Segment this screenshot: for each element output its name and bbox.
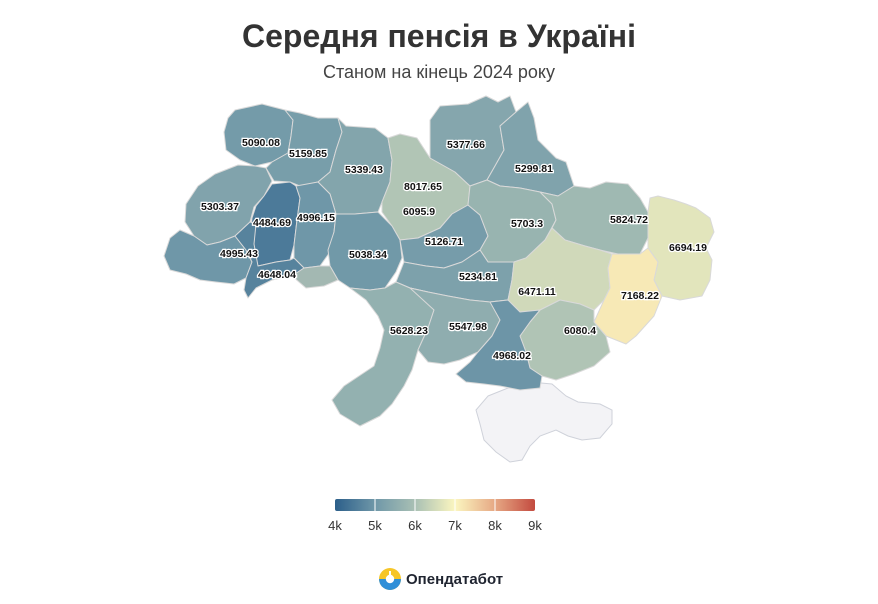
region-value-label-kyiv-city: 8017.65 — [404, 181, 442, 193]
region-kherson — [455, 299, 543, 391]
region-value-label-vinnytsia: 5038.34 — [349, 249, 387, 261]
legend-tick-label: 4k — [328, 518, 342, 533]
region-crimea — [475, 381, 613, 463]
region-value-label-ivano-frankivsk: 4648.04 — [258, 269, 296, 281]
region-value-label-kyiv-oblast: 6095.9 — [403, 206, 435, 218]
color-legend: 4k 5k 6k 7k 8k 9k — [328, 499, 542, 533]
region-value-label-cherkasy: 5126.71 — [425, 236, 463, 248]
opendatabot-logo-icon — [379, 568, 401, 590]
region-donetsk — [593, 247, 663, 345]
legend-bar — [335, 499, 535, 511]
region-kharkiv — [539, 181, 649, 255]
region-value-label-khmelnytskyi: 4996.15 — [297, 212, 335, 224]
page-subtitle: Станом на кінець 2024 року — [323, 62, 555, 82]
region-value-label-luhansk: 6694.19 — [669, 242, 707, 254]
region-odesa — [331, 281, 435, 427]
region-value-label-ternopil: 4484.69 — [253, 217, 291, 229]
region-value-label-zakarpattia: 4995.43 — [220, 248, 258, 260]
region-value-label-odesa: 5628.23 — [390, 325, 428, 337]
legend-tick-label: 6k — [408, 518, 422, 533]
region-chernivtsi — [291, 265, 339, 289]
legend-tick-label: 5k — [368, 518, 382, 533]
brand-name: Опендатабот — [406, 570, 504, 588]
region-value-label-rivne: 5159.85 — [289, 148, 327, 160]
region-value-label-chernihiv: 5377.66 — [447, 139, 485, 151]
legend-tick-label: 7k — [448, 518, 462, 533]
legend-ticks: 4k 5k 6k 7k 8k 9k — [328, 499, 542, 533]
region-value-label-kirovohrad: 5234.81 — [459, 271, 497, 283]
labels-layer: 5090.08 5159.85 5339.43 8017.65 6095.9 5377.6… — [200, 136, 709, 364]
region-value-label-lviv: 5303.37 — [201, 201, 239, 213]
region-value-label-poltava: 5703.3 — [511, 218, 543, 230]
region-value-label-volyn: 5090.08 — [242, 137, 280, 149]
region-value-label-mykolaiv: 5547.98 — [449, 321, 487, 333]
legend-tick-label: 9k — [528, 518, 542, 533]
region-value-label-zaporizhzhia: 6080.4 — [564, 325, 596, 337]
region-value-label-sumy: 5299.81 — [515, 163, 553, 175]
page-title: Середня пенсія в Україні — [242, 18, 636, 54]
legend-tick-label: 8k — [488, 518, 502, 533]
region-value-label-kharkiv: 5824.72 — [610, 214, 648, 226]
region-value-label-dnipropetrovsk: 6471.11 — [518, 286, 556, 298]
region-value-label-kherson: 4968.02 — [493, 350, 531, 362]
region-value-label-donetsk: 7168.22 — [621, 290, 659, 302]
brand: Опендатабот — [379, 567, 503, 591]
regions-layer — [163, 95, 715, 463]
region-value-label-zhytomyr: 5339.43 — [345, 164, 383, 176]
